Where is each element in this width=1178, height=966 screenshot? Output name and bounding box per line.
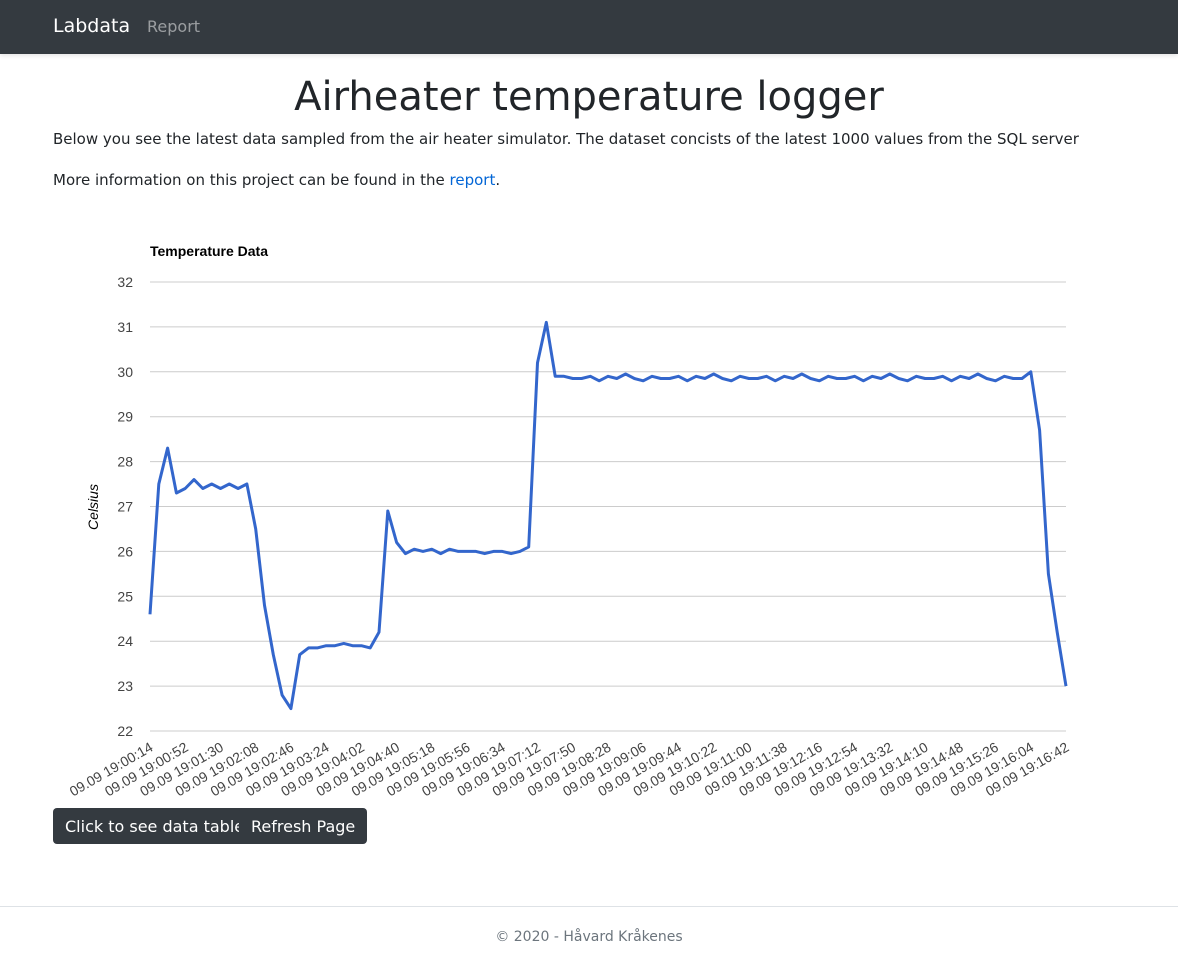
info-text: . [495,171,501,189]
y-tick-label: 24 [117,633,133,649]
heading: Airheater temperature logger [294,74,884,120]
y-tick-label: 31 [117,319,133,335]
brand[interactable]: Labdata [53,15,131,37]
report-link[interactable]: report [449,171,496,189]
chart: Temperature Data Celsius 22 23 24 25 26 27 28 2… [67,243,1072,799]
y-tick-label: 30 [117,364,133,380]
data-line [148,320,1068,711]
footer: © 2020 - Håvard Kråkenes [0,906,1178,966]
refresh-button[interactable]: Refresh Page [239,808,368,844]
y-tick-label: 29 [117,409,133,425]
y-tick-label: 22 [117,723,133,739]
chart-title: Temperature Data [150,243,268,259]
footer-text: © 2020 - Håvard Kråkenes [495,929,683,945]
data-table-button[interactable]: Click to see data table [53,808,257,844]
y-tick-label: 28 [117,454,133,470]
y-tick-label: 23 [117,678,133,694]
nav-link[interactable]: Report [147,17,201,36]
y-tick-label: 32 [117,274,133,290]
info: More information on this project can be … [53,171,500,189]
navbar: Labdata Report [0,0,1178,54]
y-tick-label: 25 [117,588,133,604]
info-text: More information on this project can be … [53,171,450,189]
y-tick-label: 26 [117,543,133,559]
intro: Below you see the latest data sampled fr… [53,130,1079,148]
y-axis-title: Celsius [85,484,101,530]
y-tick-label: 27 [117,499,133,515]
